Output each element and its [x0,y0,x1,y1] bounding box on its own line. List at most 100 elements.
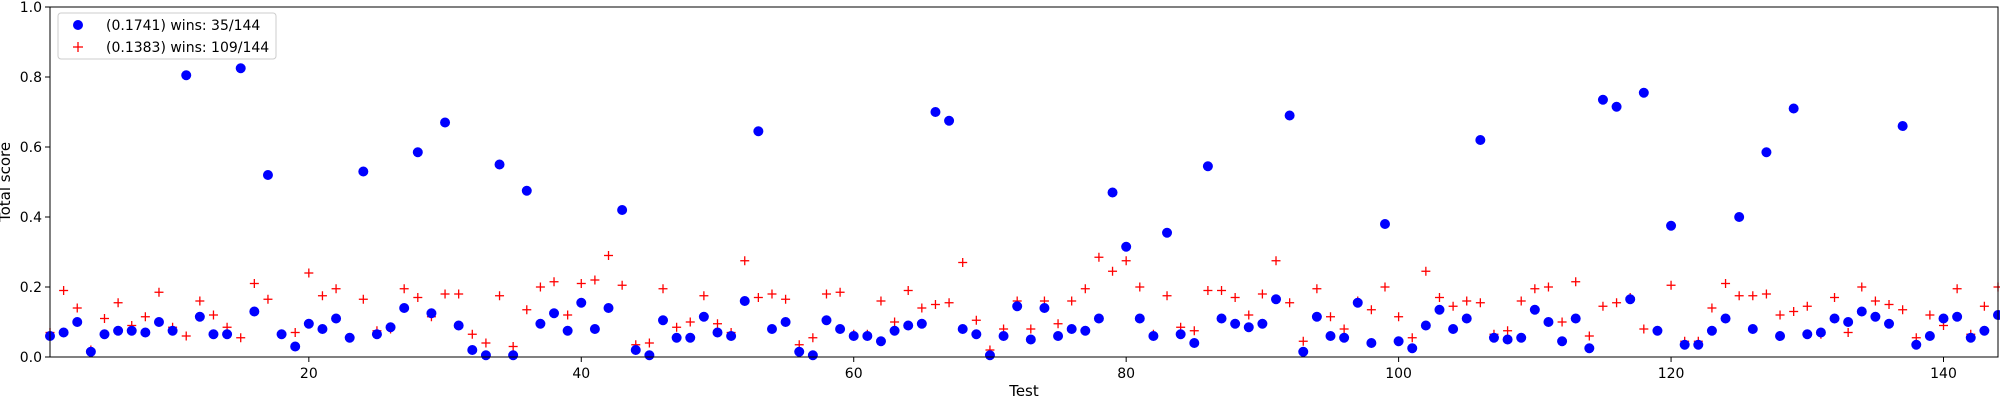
series-2-point [1884,300,1894,309]
series-1-point [1666,220,1677,231]
series-2-point [1503,326,1513,336]
x-tick-label: 20 [300,366,318,382]
series-1-point [344,332,355,343]
series-1-point [1053,331,1064,341]
series-1-point [72,317,83,327]
series-2-point [944,298,954,308]
series-1-point [1352,297,1363,308]
series-2-point [1108,266,1118,276]
series-2-point [1394,312,1404,322]
series-1-point [371,329,382,340]
series-1-point [1543,317,1554,327]
series-1-point [1093,313,1104,324]
series-2-point [890,317,900,327]
legend-marker-series-2 [73,42,83,52]
series-1-point [126,325,137,336]
series-2-point [1121,256,1131,266]
series-1-point [181,70,192,81]
series-1-point [698,311,709,322]
series-1-point [685,332,696,343]
x-tick-label: 140 [1930,366,1957,382]
series-1-point [399,303,410,313]
series-2-point [1448,301,1458,311]
series-1-point [739,296,750,306]
series-2-point [1135,282,1145,292]
series-1-point [1679,339,1690,350]
series-2-point [1612,298,1622,308]
series-1-point [1884,318,1895,329]
series-1-point [821,315,832,326]
series-2-point [59,286,69,295]
legend-marker-series-1 [73,20,83,30]
series-2-point [767,289,777,299]
series-1-point [467,345,478,355]
series-2-point [1298,336,1308,346]
series-1-point [1897,121,1908,131]
series-2-point [712,319,722,329]
series-2-point [290,328,300,337]
series-1-point [1870,311,1881,322]
series-1-point [1407,343,1418,354]
series-1-point [167,325,178,336]
series-2-point [958,258,968,267]
series-2-point [740,256,750,266]
series-1-point [412,147,423,158]
series-1-point [1924,331,1935,341]
series-2-point [672,322,682,332]
series-1-point [521,185,532,196]
series-2-point [1366,305,1376,315]
series-2-point [1775,310,1785,320]
series-2-point [1557,317,1567,327]
series-2-point [304,268,314,278]
series-1-point [494,159,505,170]
series-2-point [1925,310,1935,320]
series-1-point [1393,336,1404,347]
data-marks [45,63,2000,361]
series-1-point [1230,318,1241,329]
x-tick-label: 100 [1385,366,1412,382]
series-2-point [1789,307,1799,316]
series-1-point [453,320,464,331]
series-1-point [1162,227,1173,238]
series-1-point [1488,332,1499,343]
series-2-point [481,338,491,348]
series-1-point [1502,334,1513,345]
series-1-point [712,327,723,338]
series-1-point [1693,339,1704,350]
series-1-point [331,313,342,324]
series-1-point [358,166,369,177]
series-2-point [1870,296,1880,306]
series-1-point [1366,338,1377,348]
series-2-point [1898,305,1908,315]
series-1-point [1025,334,1036,345]
series-2-point [1203,286,1213,295]
series-2-point [699,291,709,301]
series-2-point [1462,296,1472,306]
series-2-point [1748,291,1758,301]
series-1-point [1747,324,1758,334]
series-2-point [495,291,505,301]
series-2-point [1530,284,1540,294]
series-1-point [1202,161,1213,172]
series-1-point [290,341,301,352]
series-1-point [58,327,69,338]
series-1-point [848,331,859,341]
series-1-point [1066,324,1077,334]
series-1-point [726,331,737,341]
series-2-point [1326,312,1336,322]
series-1-point [1039,303,1050,313]
x-tick-label: 120 [1658,366,1685,382]
series-2-point [1543,282,1553,292]
series-1-point [1843,317,1854,327]
y-tick-label: 0.8 [20,70,42,86]
series-1-point [930,107,941,117]
series-2-point [263,294,273,304]
series-2-point [1830,293,1840,302]
x-axis-label: Test [1008,382,1039,400]
series-2-point [1639,324,1649,334]
series-2-point [317,291,327,301]
series-2-point [1257,289,1267,299]
y-axis-ticks: 0.0 0.2 0.4 0.6 0.8 1.0 [20,0,50,366]
series-1-point [1584,343,1595,354]
